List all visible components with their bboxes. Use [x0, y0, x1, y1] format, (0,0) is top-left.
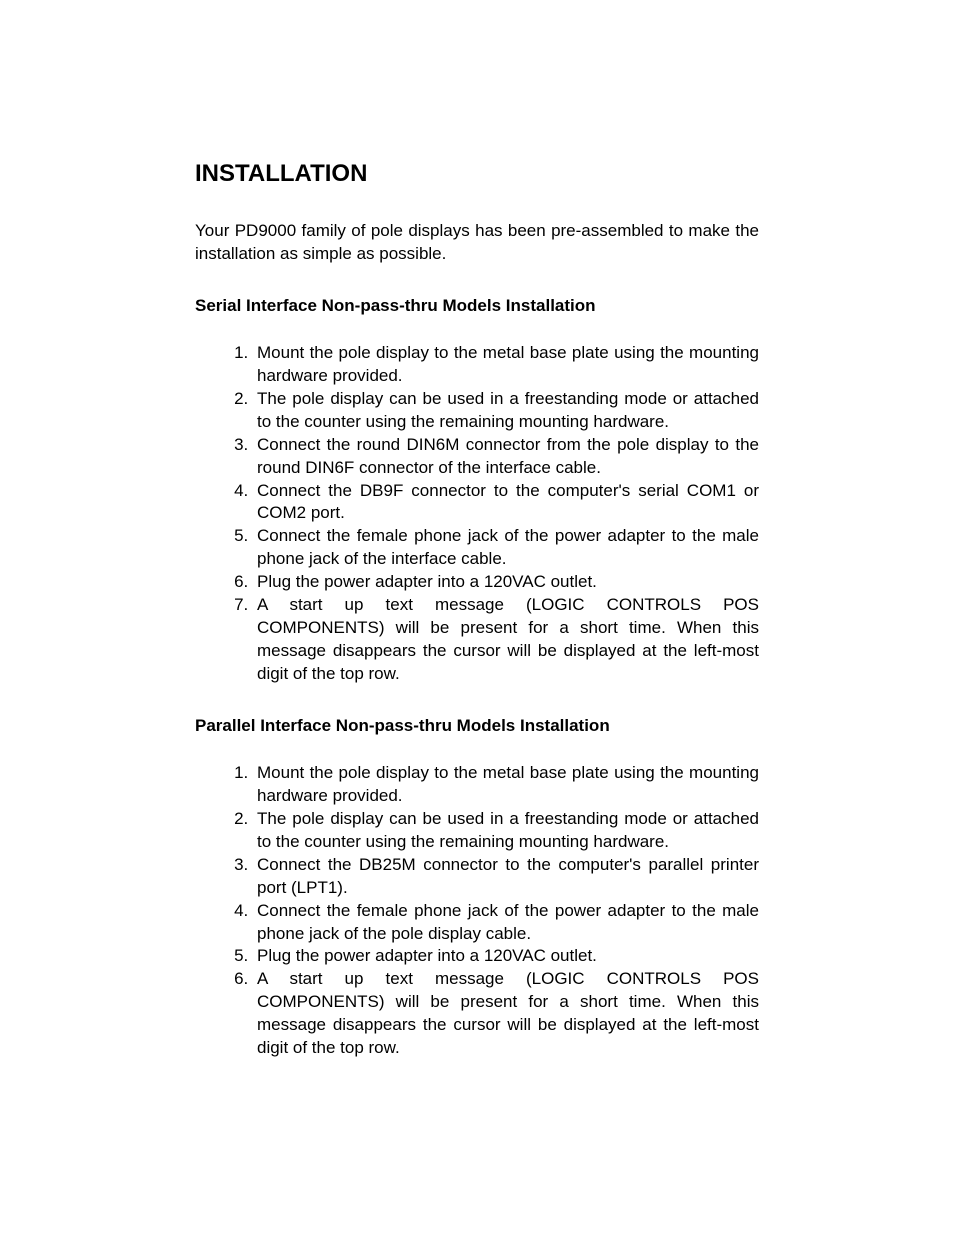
section1-list: Mount the pole display to the metal base… [195, 342, 759, 686]
intro-paragraph: Your PD9000 family of pole displays has … [195, 220, 759, 266]
list-item: Connect the DB9F connector to the comput… [253, 480, 759, 526]
list-item: A start up text message (LOGIC CONTROLS … [253, 968, 759, 1060]
list-item: Connect the round DIN6M connector from t… [253, 434, 759, 480]
page-title: INSTALLATION [195, 160, 759, 188]
document-page: INSTALLATION Your PD9000 family of pole … [0, 0, 954, 1060]
list-item: Connect the female phone jack of the pow… [253, 900, 759, 946]
list-item: The pole display can be used in a freest… [253, 388, 759, 434]
list-item: Plug the power adapter into a 120VAC out… [253, 945, 759, 968]
list-item: Connect the female phone jack of the pow… [253, 525, 759, 571]
section1-heading: Serial Interface Non-pass-thru Models In… [195, 296, 759, 316]
list-item: The pole display can be used in a freest… [253, 808, 759, 854]
list-item: A start up text message (LOGIC CONTROLS … [253, 594, 759, 686]
list-item: Mount the pole display to the metal base… [253, 342, 759, 388]
list-item: Connect the DB25M connector to the compu… [253, 854, 759, 900]
list-item: Plug the power adapter into a 120VAC out… [253, 571, 759, 594]
section2-heading: Parallel Interface Non-pass-thru Models … [195, 716, 759, 736]
list-item: Mount the pole display to the metal base… [253, 762, 759, 808]
section2-list: Mount the pole display to the metal base… [195, 762, 759, 1060]
